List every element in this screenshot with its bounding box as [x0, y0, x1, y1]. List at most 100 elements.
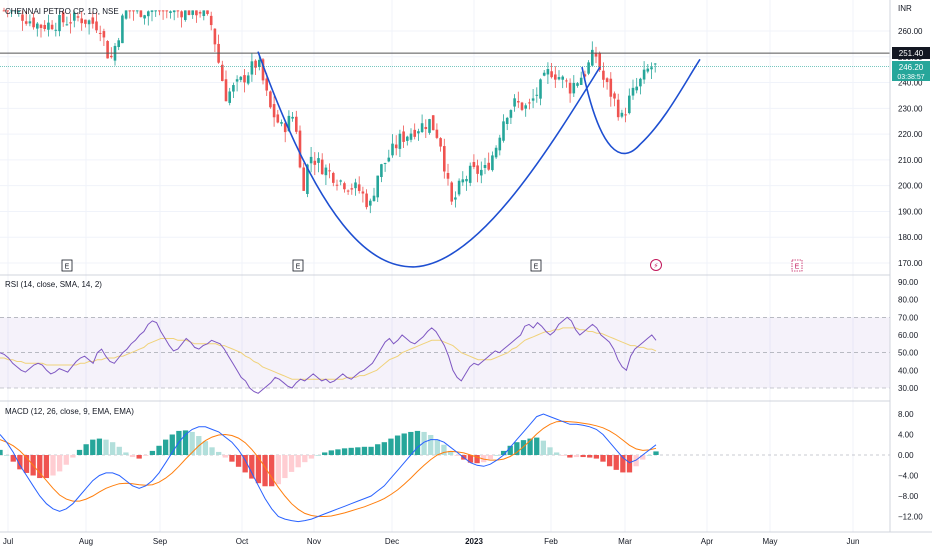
rsi-tick-label: 40.00	[898, 366, 919, 375]
macd-histogram-bar	[288, 455, 295, 472]
macd-histogram-bar	[414, 430, 421, 455]
candle-body	[517, 101, 520, 103]
candle-body	[283, 123, 287, 133]
macd-histogram-bar	[315, 455, 321, 456]
candle-body	[391, 143, 394, 156]
candle-body	[598, 53, 601, 71]
earnings-marker[interactable]: E	[530, 259, 542, 272]
earnings-marker-label: E	[795, 264, 800, 271]
macd-histogram-bar	[653, 451, 659, 455]
earnings-marker-box	[61, 259, 73, 272]
candle-body	[139, 10, 143, 17]
macd-histogram-bar	[143, 455, 149, 456]
candle-body	[354, 182, 357, 189]
candle-body	[542, 72, 546, 76]
macd-histogram-bar	[388, 438, 394, 455]
candle-body	[2, 10, 6, 12]
macd-histogram-bar	[308, 455, 315, 459]
candle-body	[642, 69, 646, 80]
time-tick-label: Aug	[79, 537, 93, 546]
price-tick-label: 200.00	[898, 182, 923, 191]
candle-body	[639, 78, 642, 87]
candle-body	[276, 114, 280, 123]
macd-histogram-bar	[123, 452, 129, 455]
candle-body	[335, 184, 339, 186]
macd-axis[interactable]: −12.00 −8.00 −4.00 0.00 4.00 8.00	[898, 410, 923, 522]
candle-body	[509, 110, 513, 118]
handle-pattern-curve	[581, 58, 701, 155]
macd-histogram-bar	[368, 446, 374, 455]
candle-body	[443, 146, 446, 172]
candle-body	[461, 179, 465, 183]
price-tick-label: 220.00	[898, 130, 923, 139]
macd-histogram-bar	[255, 455, 262, 484]
macd-histogram-bar	[507, 445, 513, 455]
time-tick-label: 2023	[465, 537, 483, 546]
candle-body	[206, 10, 209, 14]
resistance-price-label: 251.40	[899, 49, 924, 58]
earnings-marker[interactable]: E	[791, 259, 803, 272]
macd-tick-label: 8.00	[898, 410, 914, 419]
macd-histogram-bar	[348, 447, 354, 455]
candle-body	[110, 55, 113, 58]
macd-histogram-bar	[96, 438, 103, 455]
candle-body	[261, 59, 265, 81]
macd-histogram-bar	[136, 455, 142, 459]
candle-body	[291, 116, 294, 119]
earnings-marker[interactable]: E	[292, 259, 304, 272]
candle-body	[320, 159, 324, 175]
macd-histogram-bar	[474, 455, 480, 464]
earnings-marker-label: E	[65, 264, 70, 271]
candle-body	[102, 31, 106, 38]
rsi-tick-label: 30.00	[898, 384, 919, 393]
candle-body	[106, 41, 109, 59]
candle-body	[6, 10, 9, 12]
time-axis[interactable]: Jul Aug Sep Oct Nov Dec 2023 Feb Mar Apr May Jun	[3, 537, 860, 546]
macd-histogram-bar	[600, 455, 606, 462]
time-tick-label: Oct	[236, 537, 249, 546]
macd-histogram-bar	[229, 455, 235, 462]
candle-body	[47, 22, 50, 30]
earnings-marker[interactable]: E	[61, 259, 73, 272]
macd-histogram-bar	[454, 455, 460, 456]
rsi-line	[0, 316, 657, 394]
candle-body	[616, 99, 620, 118]
price-pane: CHENNAI PETRO CP, 1D, NSE E E E E ⚡ 170.00 1…	[0, 4, 930, 272]
price-tick-label: 230.00	[898, 104, 923, 113]
macd-tick-label: −8.00	[898, 492, 919, 501]
candle-body	[431, 115, 435, 131]
candle-body	[539, 79, 542, 99]
macd-histogram-bar	[534, 437, 540, 455]
candle-body	[298, 130, 302, 168]
candle-body	[147, 11, 150, 17]
macd-histogram-bar	[10, 455, 16, 462]
candle-body	[132, 10, 135, 12]
macd-histogram-bar	[487, 455, 493, 460]
time-tick-label: Mar	[618, 537, 632, 546]
candle-body	[339, 180, 342, 182]
candle-body	[69, 22, 72, 24]
macd-histogram-bar	[56, 455, 63, 472]
candle-body	[535, 94, 539, 96]
rsi-axis[interactable]: 30.00 40.00 50.00 60.00 70.00 80.00 90.00	[898, 278, 919, 393]
macd-tick-label: −12.00	[898, 513, 923, 522]
macd-histogram-bar	[640, 455, 646, 460]
candle-body	[487, 162, 490, 170]
macd-histogram-bar	[434, 439, 440, 455]
time-tick-label: Feb	[544, 537, 558, 546]
macd-histogram-bar	[620, 455, 626, 473]
macd-histogram-bar	[587, 455, 593, 458]
macd-histogram-bar	[514, 442, 520, 455]
candle-body	[169, 11, 172, 13]
dividend-marker[interactable]: ⚡	[650, 259, 662, 271]
macd-histogram-bar	[567, 455, 573, 458]
rsi-tick-label: 90.00	[898, 278, 919, 287]
macd-histogram-bar	[156, 445, 162, 455]
macd-histogram-bar	[70, 455, 76, 458]
macd-histogram-bar	[129, 455, 136, 458]
candle-body	[232, 85, 235, 92]
macd-histogram-bar	[262, 455, 268, 487]
macd-histogram-bar	[553, 452, 560, 455]
